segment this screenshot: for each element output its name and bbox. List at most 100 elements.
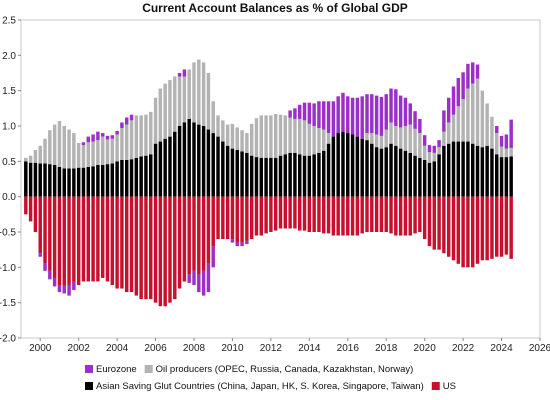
bar-asia [43, 163, 47, 197]
bar-oil [495, 133, 499, 155]
bar-us [254, 196, 259, 236]
bar-us [201, 196, 206, 271]
bar-eurozone [398, 95, 403, 128]
bar-oil [91, 141, 95, 167]
bar-eurozone [129, 114, 134, 121]
bar-oil [442, 131, 446, 146]
bar-oil [33, 150, 38, 163]
bar-asia [446, 143, 451, 197]
bar-us [346, 196, 350, 236]
bar-oil [293, 118, 297, 153]
bar-us [115, 196, 119, 289]
bar-us [480, 196, 485, 261]
bar-oil [398, 127, 403, 149]
bar-asia [124, 159, 129, 197]
bar-asia [91, 166, 95, 197]
y-tick-label: -0.5 [0, 228, 16, 239]
bar-asia [336, 133, 340, 197]
bar-us [52, 196, 57, 278]
bar-eurozone [451, 86, 456, 115]
bar-asia [297, 154, 302, 197]
bar-us [43, 196, 47, 264]
bar-asia [163, 138, 167, 197]
bar-oil [110, 138, 115, 164]
bar-eurozone [456, 77, 461, 107]
bar-asia [442, 145, 446, 197]
bar-us [427, 196, 432, 247]
bar-asia [490, 148, 494, 197]
bar-oil [163, 83, 167, 139]
bar-us [264, 196, 268, 234]
bar-asia [206, 129, 211, 197]
bar-us [110, 196, 115, 285]
bar-asia [139, 156, 143, 197]
bar-asia [326, 143, 331, 197]
bar-oil [52, 124, 57, 165]
bar-oil [67, 129, 71, 169]
bar-oil [28, 155, 33, 163]
bar-eurozone-negative [62, 285, 66, 294]
legend-label: Asian Saving Glut Countries (China, Japa… [96, 381, 424, 392]
bar-us [192, 196, 196, 271]
bar-us [504, 196, 509, 255]
bar-oil [259, 115, 264, 158]
bar-oil [269, 115, 273, 158]
bar-us [173, 196, 177, 300]
bar-us [76, 196, 81, 285]
bar-eurozone [317, 101, 321, 129]
bar-eurozone [105, 135, 110, 140]
bar-oil [312, 126, 316, 155]
bar-oil [182, 76, 187, 123]
bar-oil [230, 123, 235, 149]
bar-us [307, 196, 312, 232]
bar-asia [355, 136, 360, 197]
bar-us [221, 196, 225, 240]
bar-us [495, 196, 499, 257]
legend-label: Eurozone [96, 364, 137, 375]
bar-eurozone-negative [72, 281, 76, 290]
bar-us [259, 196, 264, 236]
bar-asia [67, 168, 71, 197]
bar-asia [173, 131, 177, 197]
bar-oil [158, 88, 163, 142]
bar-asia [370, 143, 374, 197]
bar-asia [389, 143, 393, 197]
plot-frame [20, 19, 541, 339]
bar-eurozone [110, 135, 115, 139]
bar-asia [374, 147, 379, 197]
bar-eurozone [370, 94, 374, 134]
bar-eurozone [389, 88, 393, 123]
bar-us [499, 196, 504, 257]
bar-us [312, 196, 316, 232]
bar-oil [485, 103, 489, 146]
bar-us [120, 196, 124, 289]
bar-eurozone [81, 142, 86, 146]
bar-asia [197, 124, 201, 197]
y-axis: 2.5 2.0 1.5 1.0 0.5 0.0 -0.5 -1.0 -1.5 -2.0 [0, 16, 21, 345]
bar-us [403, 196, 408, 236]
bar-eurozone [331, 101, 336, 137]
bar-asia [182, 122, 187, 197]
bar-asia [201, 126, 206, 197]
bar-oil [422, 145, 427, 160]
bar-asia [273, 157, 278, 197]
bar-eurozone [384, 94, 388, 130]
bar-eurozone [91, 134, 95, 142]
bar-eurozone [297, 104, 302, 119]
bar-us [158, 196, 163, 307]
bar-asia [153, 143, 158, 197]
x-tick-label: 2014 [298, 343, 321, 354]
bar-asia [365, 140, 369, 197]
bar-eurozone-negative [192, 270, 196, 285]
bar-eurozone [446, 97, 451, 123]
bar-oil [254, 118, 259, 158]
bar-oil [38, 145, 42, 164]
bar-oil [461, 99, 465, 142]
bar-oil [317, 128, 321, 153]
bar-eurozone-negative [43, 263, 47, 271]
bar-eurozone [115, 130, 119, 135]
bar-oil [124, 124, 129, 160]
bar-us [461, 196, 465, 268]
bar-oil [413, 128, 417, 156]
bar-eurozone [346, 96, 350, 134]
